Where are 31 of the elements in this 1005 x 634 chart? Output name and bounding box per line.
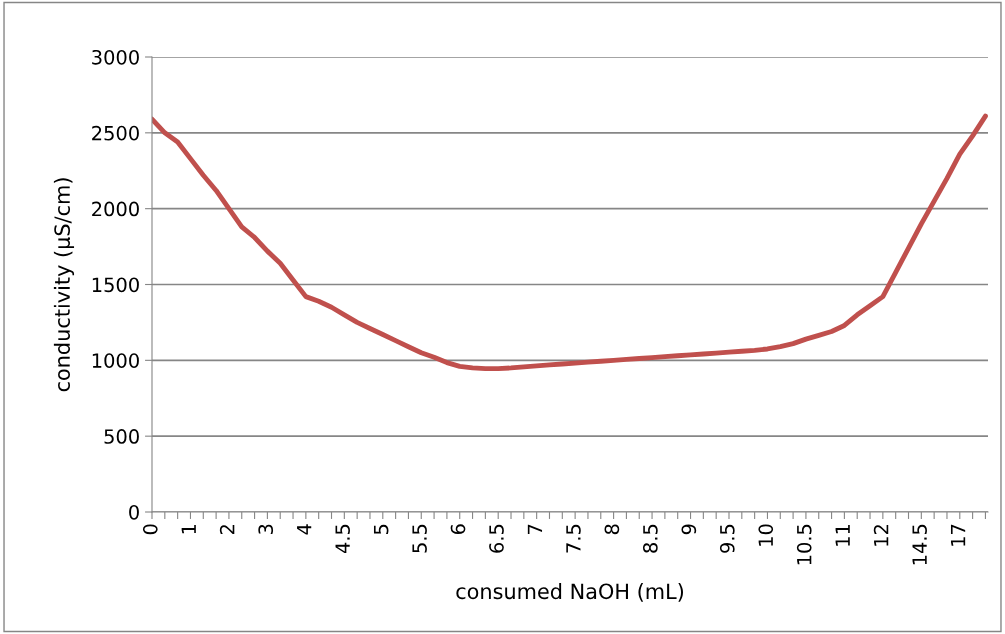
x-tick-label: 5.5 (412, 524, 427, 553)
y-tick-label: 500 (104, 429, 139, 444)
x-tick-label: 5 (373, 524, 389, 534)
x-tick-label: 7.5 (566, 524, 581, 553)
x-tick-label: 12 (873, 525, 889, 546)
x-tick-label: 10 (758, 524, 774, 546)
x-tick-label: 14.5 (912, 524, 927, 565)
x-tick-label: 9.5 (719, 524, 735, 553)
x-tick-label: 8.5 (643, 524, 658, 553)
y-tick-label: 1500 (92, 277, 139, 293)
y-tick-label: 2000 (92, 201, 139, 217)
x-tick-label: 4.5 (335, 524, 350, 554)
x-tick-label: 10.5 (796, 524, 812, 565)
x-tick-label: 4 (297, 524, 312, 535)
y-tick-label: 2500 (92, 125, 139, 141)
y-tick-label: 0 (129, 504, 139, 520)
x-axis-title: consumed NaOH (mL) (456, 583, 684, 602)
x-tick-label: 9 (681, 524, 697, 535)
x-tick-label: 8 (604, 524, 620, 535)
x-tick-label: 6.5 (489, 524, 504, 553)
x-tick-label: 7 (527, 524, 543, 534)
y-tick-label: 1000 (92, 353, 139, 368)
y-axis-title: conductivity (µS/cm) (53, 178, 75, 392)
x-tick-label: 2 (219, 525, 235, 535)
x-tick-label: 17 (950, 524, 966, 546)
y-tick-label: 3000 (92, 49, 139, 65)
x-tick-label: 0 (142, 524, 158, 535)
x-tick-label: 11 (835, 524, 850, 546)
x-tick-label: 1 (181, 524, 196, 534)
x-tick-label: 6 (450, 524, 466, 535)
x-tick-label: 3 (258, 524, 274, 534)
